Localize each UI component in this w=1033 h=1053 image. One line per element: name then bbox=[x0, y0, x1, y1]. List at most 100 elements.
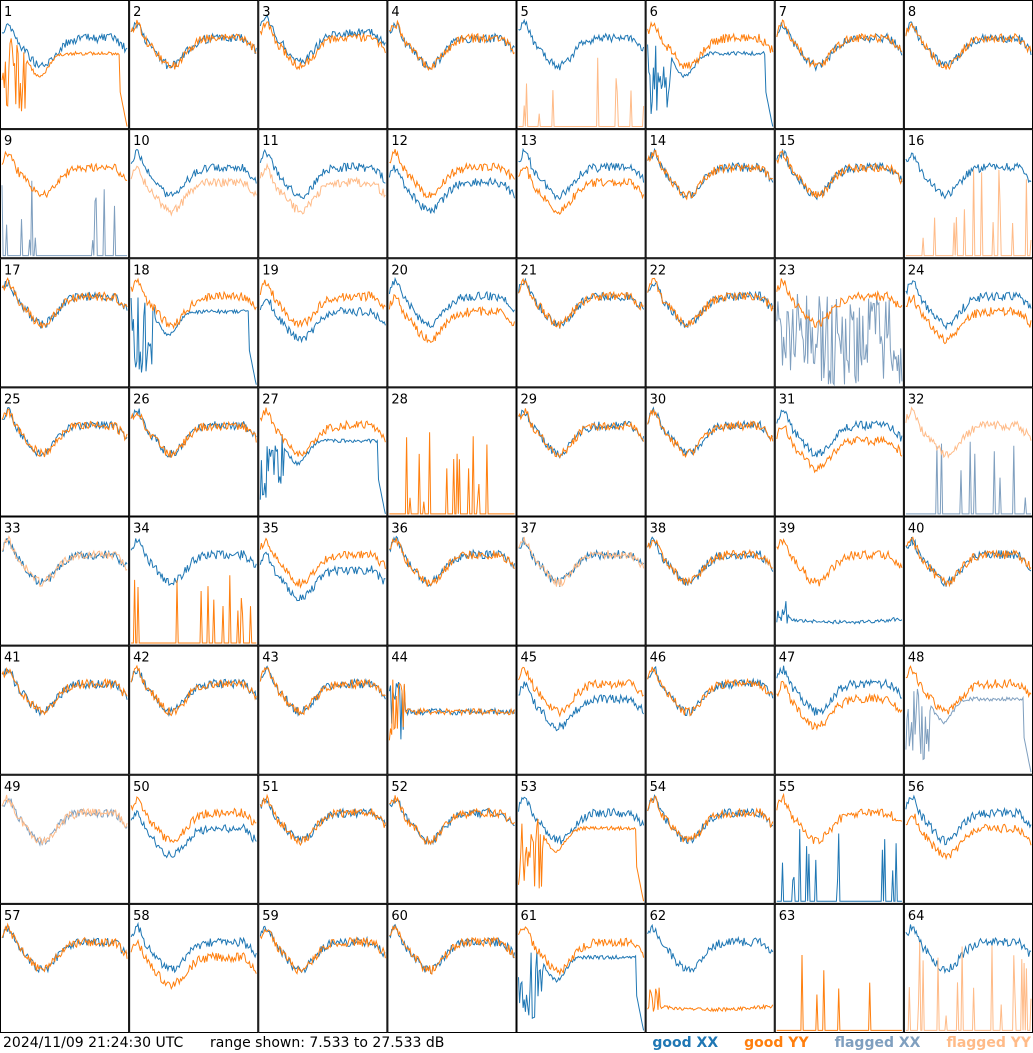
panel-label: 32 bbox=[908, 392, 925, 407]
panel-13: 13 bbox=[516, 129, 646, 259]
series-xx-good bbox=[388, 797, 515, 846]
panel-label: 14 bbox=[650, 134, 667, 149]
series-yy-good bbox=[1, 408, 128, 458]
panel-53: 53 bbox=[516, 774, 646, 904]
panel-label: 4 bbox=[391, 5, 399, 20]
panel-15: 15 bbox=[774, 129, 904, 259]
series-xx-good bbox=[130, 408, 257, 459]
panel-56: 56 bbox=[903, 774, 1033, 904]
panel-33: 33 bbox=[0, 516, 130, 646]
panel-label: 52 bbox=[391, 780, 408, 795]
panel-64: 64 bbox=[903, 903, 1033, 1033]
panel-9: 9 bbox=[0, 129, 130, 259]
series-xx-good bbox=[388, 276, 515, 329]
panel-frame bbox=[387, 645, 517, 775]
series-xx-good bbox=[776, 149, 903, 201]
panel-label: 57 bbox=[4, 909, 21, 924]
panel-40: 40 bbox=[903, 516, 1033, 646]
series-yy-good bbox=[518, 818, 645, 902]
panel-31: 31 bbox=[774, 387, 904, 517]
panel-43: 43 bbox=[258, 645, 388, 775]
series-xx-good bbox=[905, 280, 1032, 331]
panel-frame bbox=[129, 258, 259, 388]
series-xx-good bbox=[647, 793, 774, 845]
series-yy-flagged bbox=[905, 406, 1032, 459]
panel-41: 41 bbox=[0, 645, 130, 775]
series-xx-good bbox=[259, 665, 386, 717]
panel-label: 39 bbox=[779, 522, 796, 537]
panel-label: 50 bbox=[133, 780, 150, 795]
panel-label: 35 bbox=[262, 522, 279, 537]
series-xx-good bbox=[259, 551, 386, 602]
panel-26: 26 bbox=[129, 387, 259, 517]
panel-label: 44 bbox=[391, 651, 408, 666]
panel-label: 61 bbox=[521, 909, 538, 924]
legend-good-yy: good YY bbox=[744, 1035, 809, 1051]
series-xx-good bbox=[388, 535, 515, 587]
panel-label: 49 bbox=[4, 780, 21, 795]
panel-35: 35 bbox=[258, 516, 388, 646]
series-yy-good bbox=[518, 408, 645, 459]
series-xx-good bbox=[130, 297, 257, 385]
panel-frame bbox=[258, 903, 388, 1033]
series-xx-good bbox=[647, 147, 774, 199]
series-xx-good bbox=[259, 925, 386, 974]
panel-label: 13 bbox=[521, 134, 538, 149]
panel-18: 18 bbox=[129, 258, 259, 388]
panel-48: 48 bbox=[903, 645, 1033, 775]
panel-37: 37 bbox=[516, 516, 646, 646]
series-yy-good bbox=[776, 425, 903, 474]
panel-frame bbox=[645, 645, 775, 775]
panel-label: 53 bbox=[521, 780, 538, 795]
series-xx-good bbox=[388, 21, 515, 70]
panel-57: 57 bbox=[0, 903, 130, 1033]
panel-frame bbox=[645, 903, 775, 1033]
series-xx-good bbox=[905, 924, 1032, 975]
series-xx-good bbox=[259, 298, 386, 344]
panel-frame bbox=[645, 387, 775, 517]
series-yy-good bbox=[130, 796, 257, 843]
panel-4: 4 bbox=[387, 0, 517, 130]
panel-label: 7 bbox=[779, 5, 787, 20]
panel-14: 14 bbox=[645, 129, 775, 259]
panel-17: 17 bbox=[0, 258, 130, 388]
panel-label: 64 bbox=[908, 909, 925, 924]
series-yy-good bbox=[389, 924, 515, 975]
panel-24: 24 bbox=[903, 258, 1033, 388]
series-xx-good bbox=[518, 537, 644, 587]
series-xx-good bbox=[518, 147, 645, 201]
panel-label: 31 bbox=[779, 392, 796, 407]
panel-12: 12 bbox=[387, 129, 517, 259]
series-yy-flagged bbox=[518, 57, 645, 127]
panel-8: 8 bbox=[903, 0, 1033, 130]
series-xx-good bbox=[518, 277, 645, 329]
panel-label: 34 bbox=[133, 522, 150, 537]
series-xx-good bbox=[130, 667, 257, 718]
panel-frame bbox=[774, 516, 904, 646]
series-yy-good bbox=[389, 537, 515, 587]
series-xx-good bbox=[130, 148, 257, 198]
panel-23: 23 bbox=[774, 258, 904, 388]
panel-frame bbox=[129, 903, 259, 1033]
series-xx-good bbox=[130, 809, 257, 859]
series-yy-flagged bbox=[130, 165, 257, 217]
panel-label: 2 bbox=[133, 5, 141, 20]
series-xx-good bbox=[130, 21, 257, 70]
panel-62: 62 bbox=[645, 903, 775, 1033]
series-xx-good bbox=[518, 681, 644, 732]
series-xx-good bbox=[1, 668, 128, 717]
panel-label: 5 bbox=[521, 5, 529, 20]
panel-2: 2 bbox=[129, 0, 259, 130]
panel-44: 44 bbox=[387, 645, 517, 775]
panel-label: 33 bbox=[4, 522, 21, 537]
panel-label: 59 bbox=[262, 909, 279, 924]
series-yy-good bbox=[130, 664, 257, 717]
series-yy-flagged bbox=[1, 535, 128, 587]
series-xx-good bbox=[1, 925, 128, 974]
panel-frame bbox=[516, 774, 646, 904]
panel-38: 38 bbox=[645, 516, 775, 646]
panel-34: 34 bbox=[129, 516, 259, 646]
series-yy-good bbox=[1, 922, 128, 973]
panel-label: 28 bbox=[391, 392, 408, 407]
